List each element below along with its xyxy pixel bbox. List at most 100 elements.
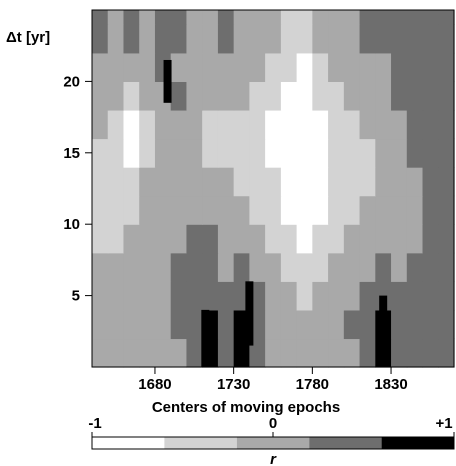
heatmap-cell <box>92 10 109 25</box>
heatmap-cell <box>406 81 424 111</box>
heatmap-cell <box>280 195 298 225</box>
heatmap-cell <box>233 81 250 111</box>
heatmap-cell <box>343 10 361 25</box>
heatmap-cell <box>391 81 408 111</box>
heatmap-cell <box>265 109 282 140</box>
heatmap-cell <box>92 52 109 82</box>
colorbar-segment <box>236 437 310 449</box>
heatmap-cell <box>438 81 455 111</box>
heatmap-cell <box>312 167 329 197</box>
heatmap-cell <box>265 10 282 25</box>
plot-frame <box>91 9 455 368</box>
heatmap-cell <box>233 109 250 140</box>
heatmap-cell <box>92 309 109 340</box>
heatmap-cell <box>438 109 455 140</box>
heatmap-cell <box>312 195 329 225</box>
heatmap-cell <box>343 24 361 54</box>
heatmap-cell <box>123 252 140 282</box>
heatmap-cell <box>249 81 266 111</box>
heatmap-cell <box>217 338 235 368</box>
heatmap-cell <box>233 52 250 82</box>
heatmap-cell <box>406 338 424 368</box>
heatmap-cell <box>265 224 282 254</box>
heatmap-cell <box>438 195 455 225</box>
heatmap-cell <box>202 167 219 197</box>
heatmap-cell <box>107 167 125 197</box>
heatmap-cell <box>202 81 219 111</box>
heatmap-cell <box>422 81 439 111</box>
heatmap-cell <box>406 24 424 54</box>
heatmap-cell <box>233 138 250 168</box>
heatmap-cell <box>280 10 298 25</box>
x-tick-label: 1780 <box>296 376 329 393</box>
heatmap-cell <box>391 281 408 311</box>
heatmap-cell <box>359 281 376 311</box>
heatmap-cell <box>107 81 125 111</box>
heatmap-cell <box>186 52 203 82</box>
heatmap-cell <box>154 10 172 25</box>
heatmap-cell <box>438 338 455 368</box>
y-tick-label: 20 <box>63 73 80 90</box>
heatmap-cell <box>123 281 140 311</box>
heatmap-cell <box>123 167 140 197</box>
high-correlation-marks <box>163 59 388 367</box>
heatmap-cell <box>107 10 125 25</box>
heatmap-cell <box>202 224 219 254</box>
heatmap-cell <box>312 252 329 282</box>
heatmap-cell <box>359 109 376 140</box>
heatmap-cell <box>139 167 156 197</box>
heatmap-cell <box>265 24 282 54</box>
heatmap-cell <box>406 224 424 254</box>
colorbar-segment <box>381 437 454 449</box>
heatmap-cell <box>391 24 408 54</box>
heatmap-cell <box>249 24 266 54</box>
heatmap-cell <box>170 81 188 111</box>
heatmap-cell <box>217 167 235 197</box>
heatmap-cell <box>406 138 424 168</box>
heatmap-cell <box>92 252 109 282</box>
heatmap-cell <box>438 138 455 168</box>
y-axis-ticks: 5 10 15 20 <box>63 73 92 305</box>
heatmap-cell <box>296 81 313 111</box>
heatmap-cell <box>202 195 219 225</box>
heatmap-cell <box>186 109 203 140</box>
heatmap-cell <box>438 281 455 311</box>
heatmap-cell <box>375 224 392 254</box>
heatmap-cell <box>170 52 188 82</box>
heatmap-cell <box>265 167 282 197</box>
heatmap-cell <box>123 338 140 368</box>
heatmap-cell <box>139 109 156 140</box>
heatmap-cell <box>328 52 345 82</box>
heatmap-cell <box>107 138 125 168</box>
high-correlation-mark <box>245 281 254 346</box>
heatmap-cell <box>359 138 376 168</box>
colorbar <box>91 436 455 450</box>
heatmap-cell <box>107 195 125 225</box>
heatmap-cell <box>280 224 298 254</box>
heatmap-cell <box>359 167 376 197</box>
heatmap-cell <box>217 252 235 282</box>
heatmap-cell <box>343 338 361 368</box>
heatmap-cell <box>280 338 298 368</box>
heatmap-cell <box>92 24 109 54</box>
colorbar-ticks: -1 0 +1 <box>88 415 455 437</box>
heatmap-cell <box>406 109 424 140</box>
heatmap-cell <box>391 138 408 168</box>
heatmap-cell <box>107 281 125 311</box>
heatmap-cell <box>202 252 219 282</box>
heatmap-cell <box>312 109 329 140</box>
heatmap-cell <box>217 224 235 254</box>
heatmap-cell <box>343 309 361 340</box>
heatmap-cell <box>186 252 203 282</box>
heatmap-cell <box>123 224 140 254</box>
heatmap-cell <box>154 281 172 311</box>
heatmap-cell <box>343 252 361 282</box>
heatmap-cell <box>186 281 203 311</box>
heatmap-cell <box>139 24 156 54</box>
heatmap-cell <box>328 224 345 254</box>
heatmap-cell <box>296 281 313 311</box>
heatmap-cell <box>217 81 235 111</box>
heatmap-cell <box>328 309 345 340</box>
heatmap-cell <box>375 81 392 111</box>
